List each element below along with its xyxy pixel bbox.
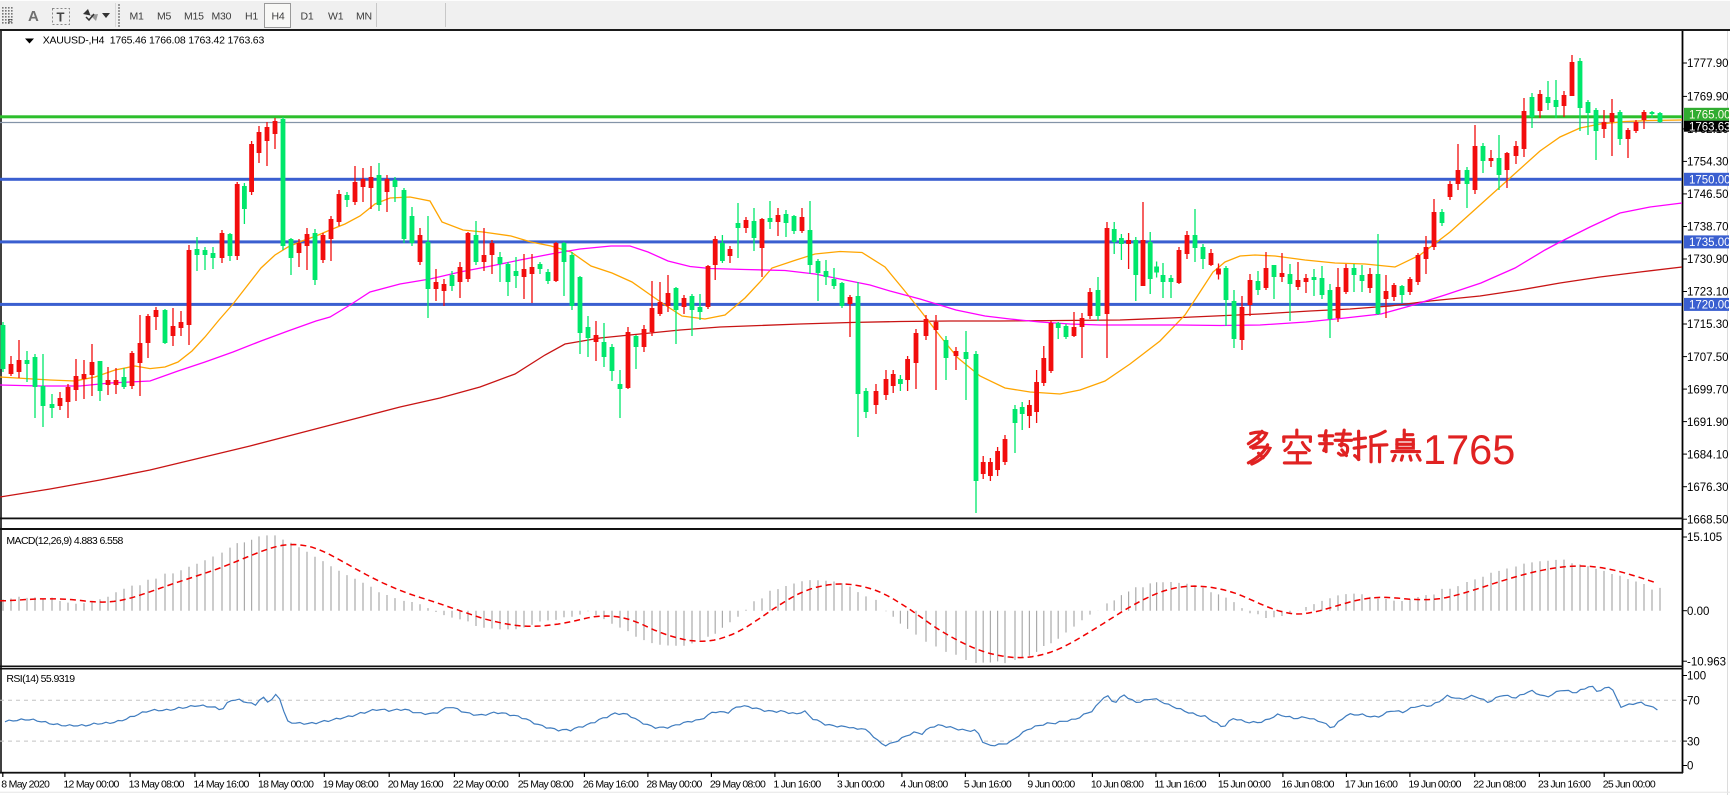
svg-text:8 May 2020: 8 May 2020 — [1, 779, 50, 791]
svg-text:1684.10: 1684.10 — [1687, 449, 1729, 461]
svg-text:15 Jun 00:00: 15 Jun 00:00 — [1218, 779, 1271, 791]
svg-text:15.105: 15.105 — [1687, 532, 1722, 544]
svg-text:1707.50: 1707.50 — [1687, 352, 1729, 364]
svg-text:-10.963: -10.963 — [1687, 656, 1726, 668]
svg-text:70: 70 — [1687, 695, 1700, 707]
svg-text:25 May 08:00: 25 May 08:00 — [518, 779, 574, 791]
svg-text:M5: M5 — [157, 11, 172, 23]
svg-text:19 May 08:00: 19 May 08:00 — [323, 779, 379, 791]
svg-text:25 Jun 00:00: 25 Jun 00:00 — [1603, 779, 1656, 791]
svg-text:1676.30: 1676.30 — [1687, 482, 1729, 494]
svg-text:0: 0 — [1687, 761, 1693, 773]
svg-text:12 May 00:00: 12 May 00:00 — [63, 779, 119, 791]
svg-text:28 May 00:00: 28 May 00:00 — [646, 779, 702, 791]
svg-text:1754.30: 1754.30 — [1687, 157, 1729, 169]
svg-text:A: A — [28, 8, 39, 25]
svg-text:26 May 16:00: 26 May 16:00 — [583, 779, 639, 791]
svg-text:1723.10: 1723.10 — [1687, 287, 1729, 299]
svg-text:M30: M30 — [212, 11, 232, 23]
svg-text:22 May 00:00: 22 May 00:00 — [453, 779, 509, 791]
svg-text:H4: H4 — [272, 11, 285, 23]
svg-text:1735.00: 1735.00 — [1689, 237, 1730, 249]
svg-text:29 May 08:00: 29 May 08:00 — [710, 779, 766, 791]
svg-text:1691.90: 1691.90 — [1687, 417, 1729, 429]
svg-text:1765.00: 1765.00 — [1689, 110, 1730, 122]
svg-text:11 Jun 16:00: 11 Jun 16:00 — [1154, 779, 1206, 791]
svg-text:1738.70: 1738.70 — [1687, 222, 1729, 234]
svg-text:1769.90: 1769.90 — [1687, 92, 1729, 104]
svg-text:1699.70: 1699.70 — [1687, 384, 1729, 396]
svg-text:1763.63: 1763.63 — [1689, 122, 1730, 134]
svg-text:23 Jun 16:00: 23 Jun 16:00 — [1538, 779, 1591, 791]
svg-text:0.00: 0.00 — [1687, 606, 1709, 618]
svg-text:RSI(14) 55.9319: RSI(14) 55.9319 — [6, 673, 75, 685]
svg-text:22 Jun 08:00: 22 Jun 08:00 — [1473, 779, 1526, 791]
svg-text:1765: 1765 — [1423, 426, 1515, 473]
svg-text:3 Jun 00:00: 3 Jun 00:00 — [837, 779, 885, 791]
svg-text:D1: D1 — [301, 11, 314, 23]
svg-text:4 Jun 08:00: 4 Jun 08:00 — [900, 779, 948, 791]
svg-text:17 Jun 16:00: 17 Jun 16:00 — [1345, 779, 1398, 791]
svg-text:10 Jun 08:00: 10 Jun 08:00 — [1091, 779, 1144, 791]
svg-text:9 Jun 00:00: 9 Jun 00:00 — [1027, 779, 1075, 791]
svg-text:100: 100 — [1687, 671, 1706, 683]
svg-text:1 Jun 16:00: 1 Jun 16:00 — [773, 779, 821, 791]
svg-text:F: F — [8, 19, 12, 26]
svg-text:1715.30: 1715.30 — [1687, 319, 1729, 331]
svg-text:20 May 16:00: 20 May 16:00 — [388, 779, 444, 791]
svg-text:M1: M1 — [130, 11, 145, 23]
svg-text:H1: H1 — [245, 11, 258, 23]
svg-text:1730.90: 1730.90 — [1687, 254, 1729, 266]
svg-text:14 May 16:00: 14 May 16:00 — [193, 779, 249, 791]
svg-text:M15: M15 — [184, 11, 204, 23]
svg-text:MN: MN — [356, 11, 372, 23]
svg-text:18 May 00:00: 18 May 00:00 — [258, 779, 314, 791]
svg-text:5 Jun 16:00: 5 Jun 16:00 — [964, 779, 1012, 791]
svg-text:T: T — [57, 10, 65, 25]
svg-text:1720.00: 1720.00 — [1689, 300, 1730, 312]
svg-text:1746.50: 1746.50 — [1687, 189, 1729, 201]
svg-text:1750.00: 1750.00 — [1689, 175, 1730, 187]
svg-text:1777.90: 1777.90 — [1687, 58, 1729, 70]
svg-text:1668.50: 1668.50 — [1687, 514, 1729, 526]
svg-text:30: 30 — [1687, 736, 1700, 748]
svg-text:W1: W1 — [328, 11, 344, 23]
svg-text:19 Jun 00:00: 19 Jun 00:00 — [1408, 779, 1461, 791]
svg-text:XAUUSD-,H4 1765.46 1766.08 17: XAUUSD-,H4 1765.46 1766.08 1763.42 1763.… — [43, 35, 265, 47]
svg-text:16 Jun 08:00: 16 Jun 08:00 — [1281, 779, 1334, 791]
svg-text:MACD(12,26,9) 4.883 6.558: MACD(12,26,9) 4.883 6.558 — [6, 535, 123, 547]
svg-text:13 May 08:00: 13 May 08:00 — [129, 779, 185, 791]
